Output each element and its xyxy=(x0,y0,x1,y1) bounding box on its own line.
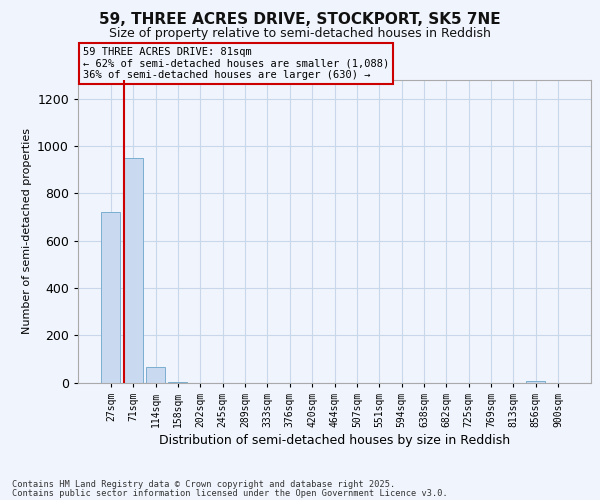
X-axis label: Distribution of semi-detached houses by size in Reddish: Distribution of semi-detached houses by … xyxy=(159,434,510,446)
Text: Size of property relative to semi-detached houses in Reddish: Size of property relative to semi-detach… xyxy=(109,28,491,40)
Y-axis label: Number of semi-detached properties: Number of semi-detached properties xyxy=(22,128,32,334)
Text: 59 THREE ACRES DRIVE: 81sqm
← 62% of semi-detached houses are smaller (1,088)
36: 59 THREE ACRES DRIVE: 81sqm ← 62% of sem… xyxy=(83,47,389,80)
Bar xyxy=(124,158,143,382)
Bar xyxy=(146,367,165,382)
Bar xyxy=(101,212,121,382)
Text: Contains public sector information licensed under the Open Government Licence v3: Contains public sector information licen… xyxy=(12,488,448,498)
Text: 59, THREE ACRES DRIVE, STOCKPORT, SK5 7NE: 59, THREE ACRES DRIVE, STOCKPORT, SK5 7N… xyxy=(99,12,501,28)
Text: Contains HM Land Registry data © Crown copyright and database right 2025.: Contains HM Land Registry data © Crown c… xyxy=(12,480,395,489)
